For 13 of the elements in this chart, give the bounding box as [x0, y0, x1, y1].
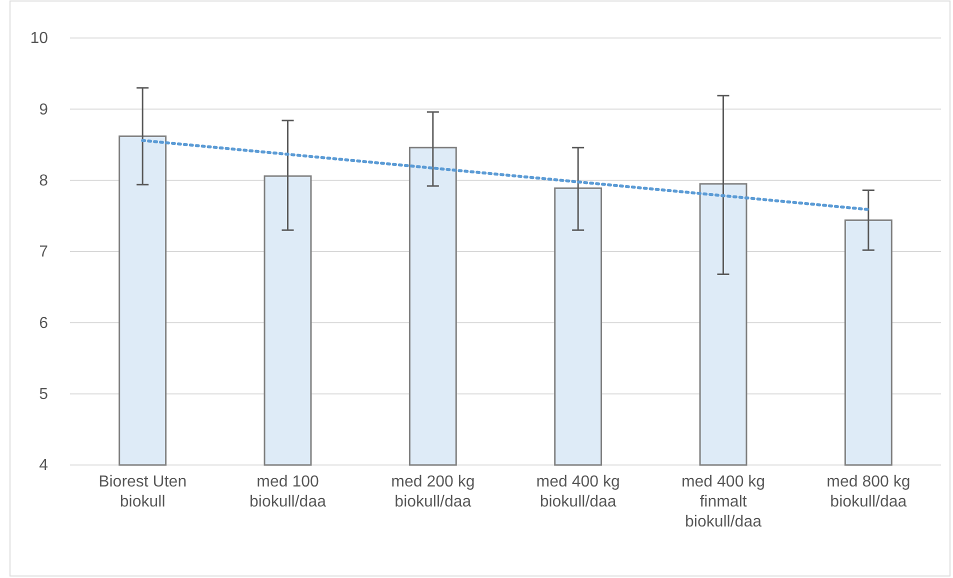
- x-tick-label: Biorest Uten biokull: [98, 473, 187, 510]
- y-tick-label: 4: [39, 457, 48, 474]
- y-tick-label: 5: [39, 386, 48, 403]
- y-tick-label: 9: [39, 101, 48, 118]
- x-tick-label: med 800 kg biokull/daa: [826, 473, 910, 510]
- y-tick-label: 8: [39, 172, 48, 190]
- y-tick-label: 6: [39, 314, 48, 332]
- y-tick-label: 10: [30, 30, 48, 48]
- x-tick-label: med 100 biokull/daa: [250, 473, 326, 510]
- x-tick-label: med 400 kg biokull/daa: [536, 473, 620, 510]
- x-tick-label: med 400 kg finmalt biokull/daa: [681, 473, 766, 530]
- y-tick-label: 7: [39, 244, 48, 261]
- x-tick-label: med 200 kg biokull/daa: [391, 473, 475, 510]
